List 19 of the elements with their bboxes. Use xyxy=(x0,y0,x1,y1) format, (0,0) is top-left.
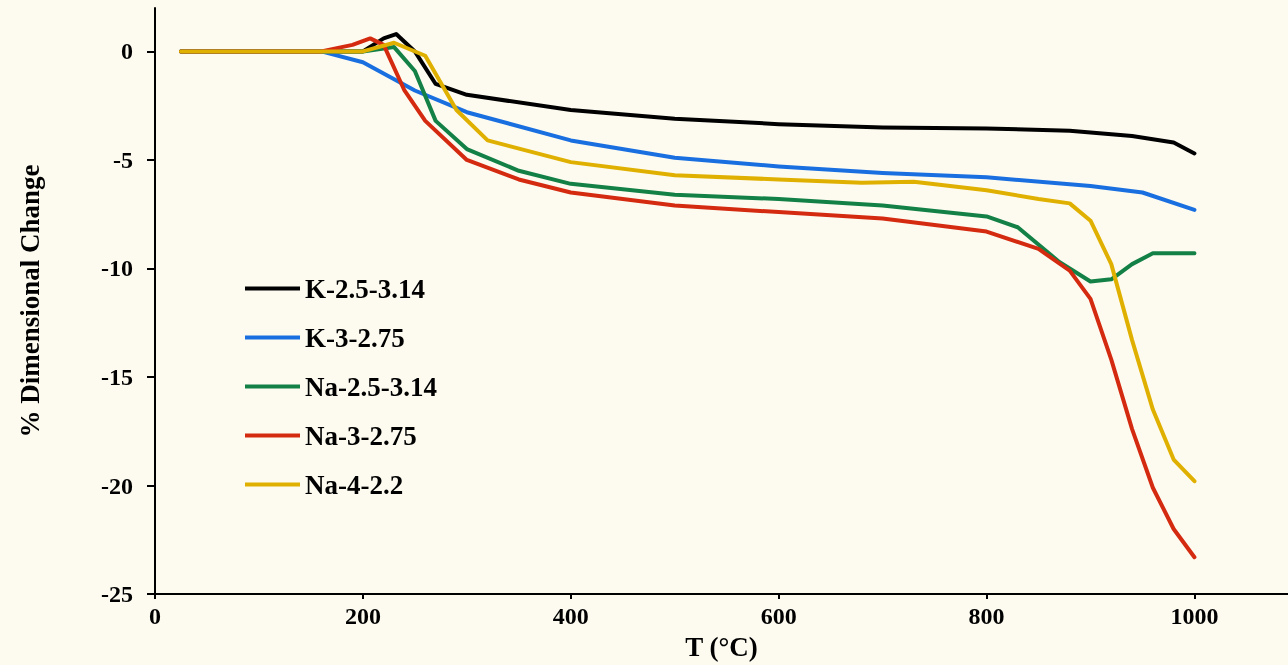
x-tick-label: 0 xyxy=(149,603,161,630)
x-axis-title: T (°C) xyxy=(685,631,758,662)
x-tick-label: 1000 xyxy=(1170,603,1219,630)
legend-label: K-2.5-3.14 xyxy=(305,273,425,304)
legend-label: Na-3-2.75 xyxy=(305,420,417,451)
x-tick-label: 400 xyxy=(552,603,589,630)
legend-label: Na-2.5-3.14 xyxy=(305,371,437,402)
x-tick-label: 200 xyxy=(344,603,381,630)
y-tick-label: 0 xyxy=(121,38,133,65)
x-tick-label: 600 xyxy=(760,603,797,630)
y-tick-label: -20 xyxy=(101,472,133,499)
y-tick-label: -10 xyxy=(101,255,133,282)
y-tick-label: -25 xyxy=(101,581,133,608)
legend-label: Na-4-2.2 xyxy=(305,469,404,500)
y-axis-title: % Dimensional Change xyxy=(14,164,45,438)
x-tick-label: 800 xyxy=(968,603,1005,630)
legend-label: K-3-2.75 xyxy=(305,322,405,353)
y-tick-label: -15 xyxy=(101,364,133,391)
y-tick-label: -5 xyxy=(113,146,133,173)
